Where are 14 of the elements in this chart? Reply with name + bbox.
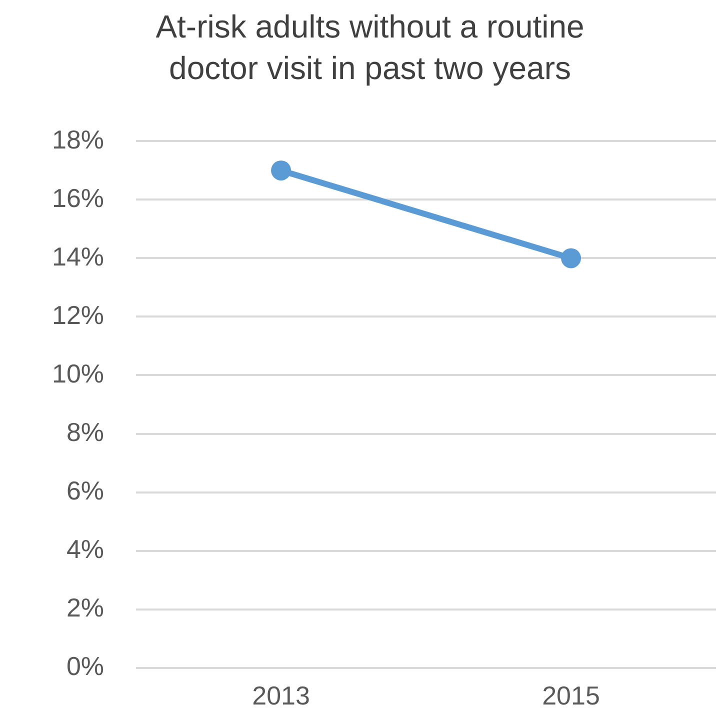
y-tick-label: 0% — [66, 650, 104, 681]
y-tick-label: 16% — [52, 182, 104, 213]
x-tick-label: 2015 — [542, 680, 600, 711]
x-tick-label: 2013 — [252, 680, 310, 711]
y-tick-label: 6% — [66, 475, 104, 506]
y-tick-label: 12% — [52, 300, 104, 330]
text: At-risk adults without a routine — [156, 8, 584, 45]
y-tick-label: 18% — [52, 124, 104, 154]
y-tick-label: 10% — [52, 358, 104, 388]
y-tick-label: 4% — [66, 534, 104, 564]
y-tick-label: 14% — [52, 241, 104, 272]
y-tick-label: 2% — [66, 592, 104, 622]
y-tick-label: 8% — [66, 416, 104, 447]
text: doctor visit in past two years — [169, 50, 571, 86]
